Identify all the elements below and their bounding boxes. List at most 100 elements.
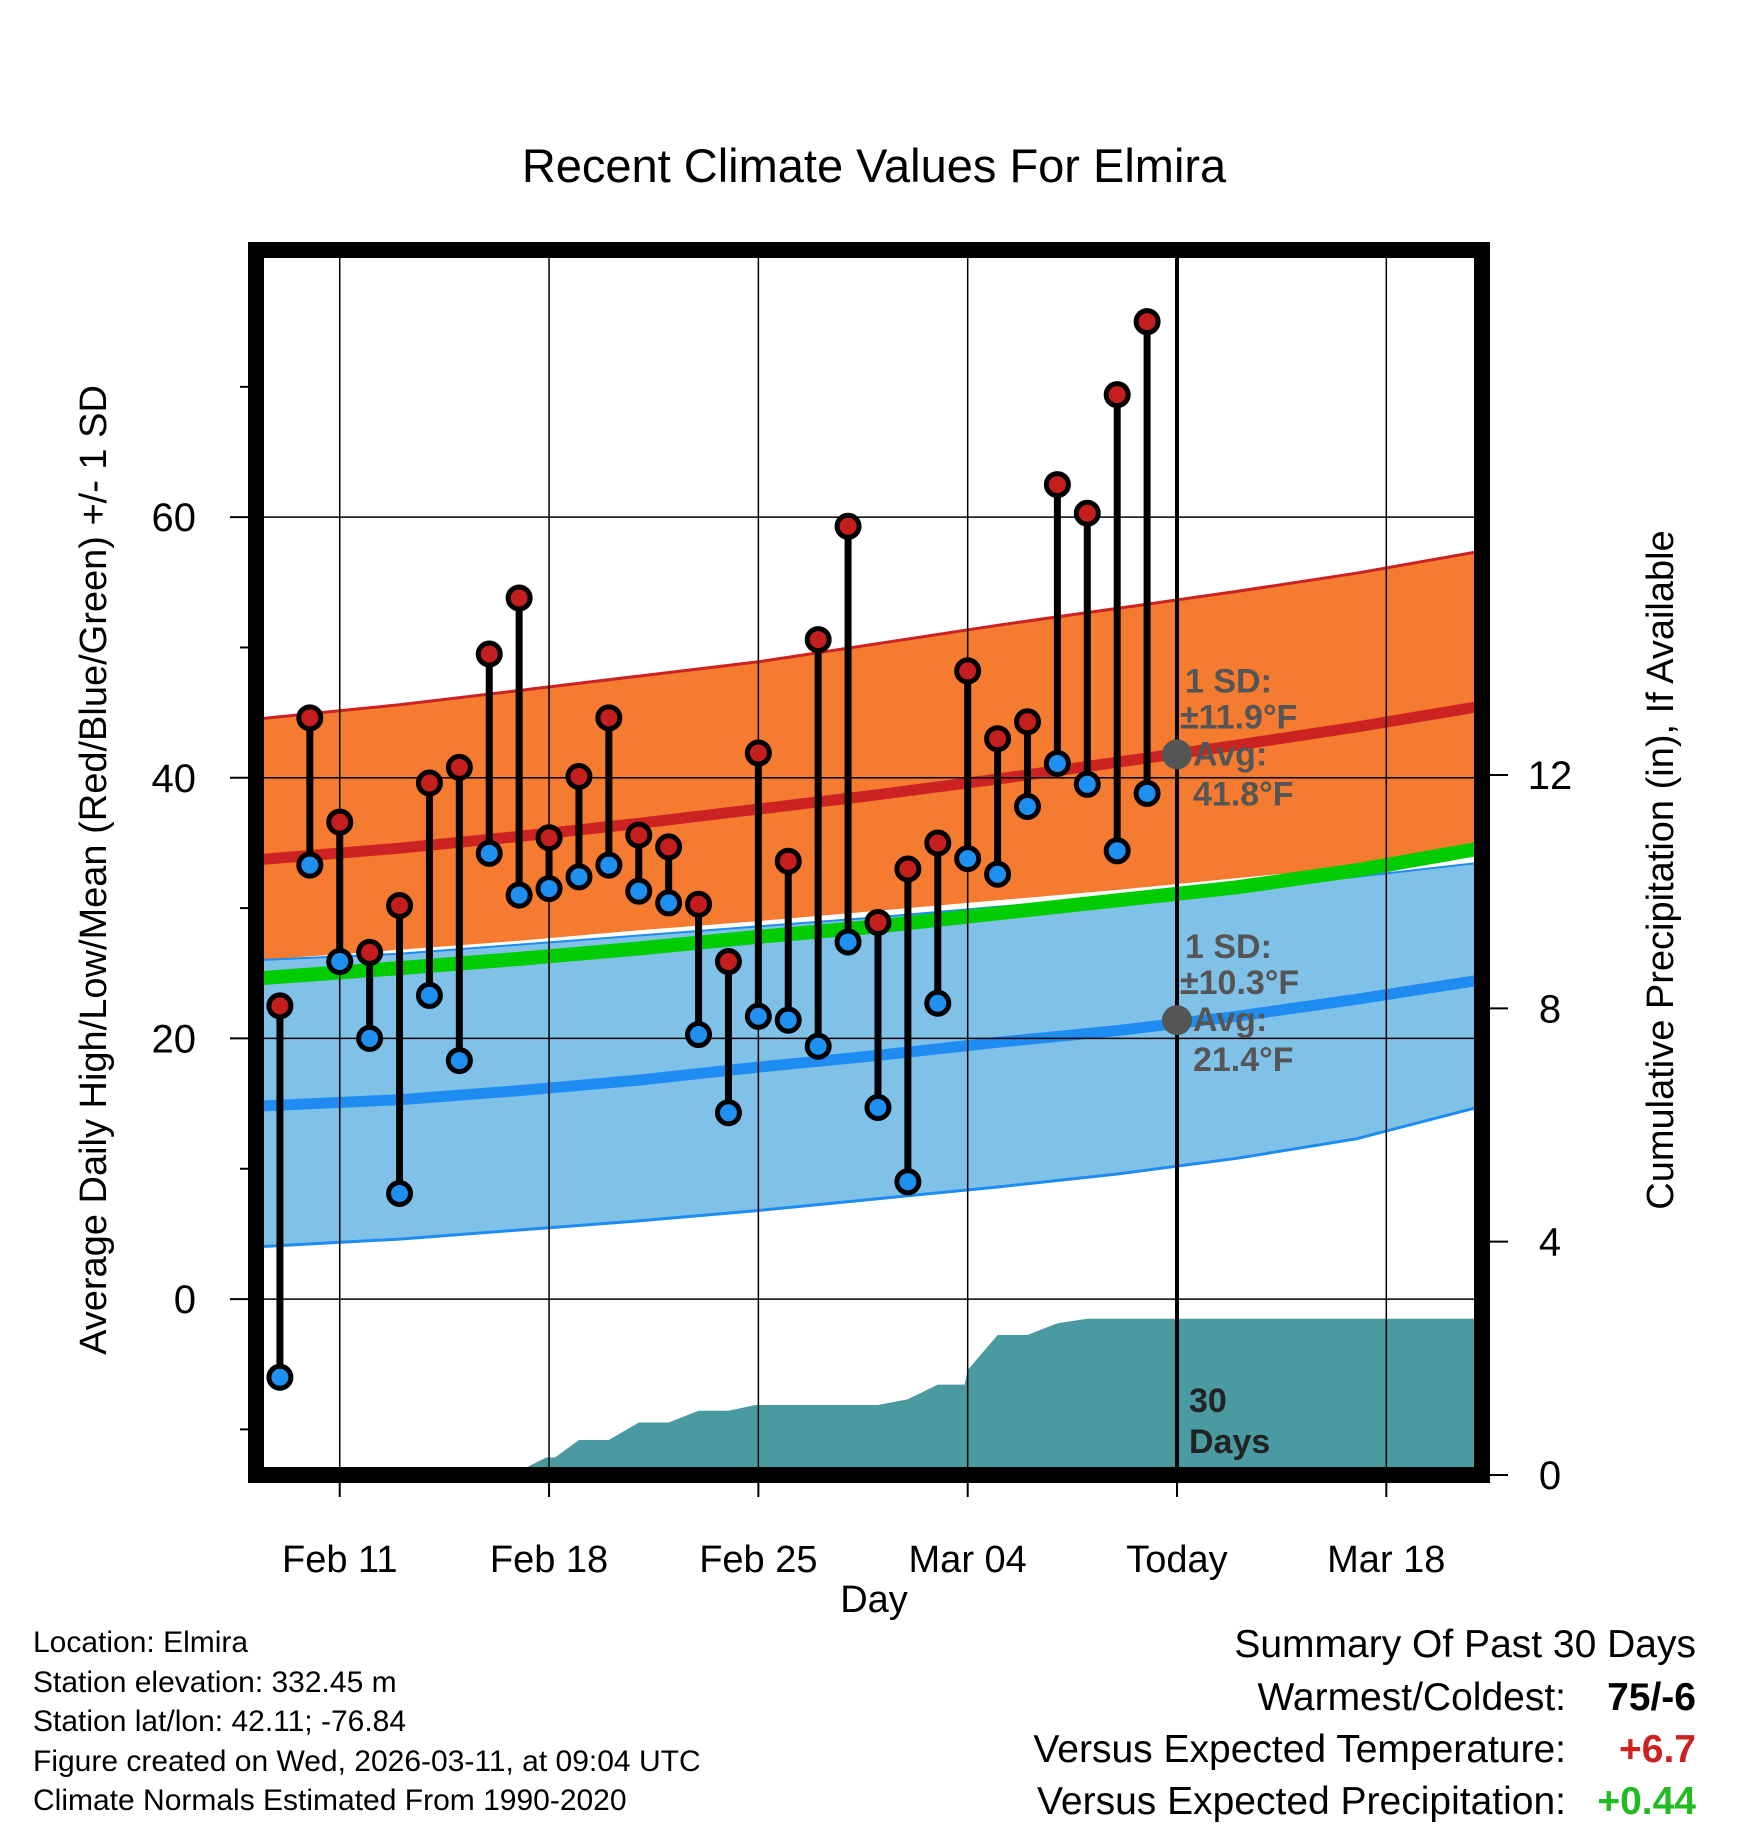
y-tick-label: 20: [152, 1017, 197, 1061]
high-dot: [954, 657, 982, 685]
created-text: Figure created on Wed, 2026-03-11, at 09…: [33, 1744, 701, 1778]
low-dot: [505, 881, 533, 909]
high-dot: [505, 584, 533, 612]
summary-row-precip: Versus Expected Precipitation: +0.44: [1033, 1776, 1696, 1828]
climate-chart: Recent Climate Values For Elmira Average…: [73, 139, 1682, 1620]
x-tick-label: Feb 18: [490, 1539, 608, 1581]
low-dot: [1103, 837, 1131, 865]
days-word-label: Days: [1189, 1423, 1270, 1461]
high-avg-value: 41.8°F: [1193, 775, 1294, 813]
high-dot: [685, 890, 713, 918]
y2-axis-label: Cumulative Precipitation (in), If Availa…: [1640, 530, 1682, 1209]
y2-tick-label: 4: [1539, 1221, 1561, 1265]
low-dot: [415, 981, 443, 1009]
high-dot: [1103, 381, 1131, 409]
station-info: Location: Elmira Station elevation: 332.…: [33, 1623, 701, 1821]
location-text: Location: Elmira: [33, 1626, 249, 1659]
high-dot: [266, 992, 294, 1020]
low-dot: [924, 989, 952, 1017]
low-dot: [1013, 792, 1041, 820]
summary-row-temp: Versus Expected Temperature: +6.7: [1033, 1724, 1696, 1776]
high-dot: [834, 512, 862, 540]
days-count-label: 30: [1189, 1382, 1227, 1420]
y2-tick-label: 12: [1528, 754, 1573, 798]
low-dot: [1043, 749, 1071, 777]
low-dot: [535, 875, 563, 903]
high-dot: [894, 855, 922, 883]
warmest-value: 75/-6: [1607, 1676, 1696, 1719]
x-tick-label: Today: [1126, 1539, 1227, 1581]
x-tick-label: Mar 04: [909, 1539, 1027, 1581]
high-dot: [475, 640, 503, 668]
chart-title: Recent Climate Values For Elmira: [522, 139, 1227, 192]
low-dot: [1133, 779, 1161, 807]
low-avg-label: Avg:: [1193, 1001, 1267, 1039]
low-dot: [714, 1099, 742, 1127]
x-axis-label: Day: [840, 1579, 908, 1620]
low-dot: [655, 889, 683, 917]
high-dot: [864, 908, 892, 936]
high-sd-value: ±11.9°F: [1180, 698, 1297, 736]
high-dot: [924, 829, 952, 857]
low-dot: [1073, 770, 1101, 798]
high-dot: [625, 821, 653, 849]
summary-heading: Summary Of Past 30 Days: [1234, 1623, 1696, 1666]
y2-tick-label: 0: [1539, 1454, 1561, 1498]
low-sd-value: ±10.3°F: [1180, 964, 1299, 1002]
high-upper-edge: [256, 549, 1482, 721]
high-normal-line: [256, 700, 1482, 866]
low-lower-edge: [256, 1104, 1482, 1249]
low-dot: [954, 845, 982, 873]
temp-anomaly-label: Versus Expected Temperature:: [1033, 1728, 1566, 1771]
high-avg-label: Avg:: [1193, 735, 1267, 773]
precip-anomaly-value: +0.44: [1597, 1780, 1696, 1823]
low-dot: [894, 1168, 922, 1196]
high-dot: [356, 938, 384, 966]
high-dot: [1043, 471, 1071, 499]
temp-anomaly-value: +6.7: [1619, 1728, 1696, 1771]
y-tick-label: 40: [152, 757, 197, 801]
low-dot: [984, 860, 1012, 888]
low-sd-label: 1 SD:: [1185, 928, 1272, 966]
low-dot: [296, 851, 324, 879]
low-dot: [625, 877, 653, 905]
low-dot: [774, 1006, 802, 1034]
low-dot: [864, 1094, 892, 1121]
high-dot: [804, 626, 832, 654]
normals-text: Climate Normals Estimated From 1990-2020: [33, 1784, 627, 1817]
low-dot: [685, 1021, 713, 1049]
x-tick-label: Feb 25: [699, 1539, 817, 1581]
high-dot: [595, 704, 623, 732]
high-dot: [326, 808, 354, 836]
high-dot: [744, 739, 772, 767]
low-dot: [595, 851, 623, 879]
summary-panel: Summary Of Past 30 Days Warmest/Coldest:…: [1033, 1618, 1696, 1828]
high-dot: [415, 769, 443, 797]
low-dot: [356, 1024, 384, 1052]
low-dot: [834, 928, 862, 956]
precip-cumulative-area: [256, 1318, 1482, 1475]
low-dot: [445, 1047, 473, 1075]
plot-frame: [248, 242, 1490, 1483]
high-dot: [386, 892, 414, 920]
high-dot: [655, 833, 683, 861]
low-dot: [266, 1363, 294, 1391]
low-dot: [744, 1002, 772, 1030]
low-avg-value: 21.4°F: [1193, 1041, 1294, 1079]
low-dot: [475, 839, 503, 867]
daily-temperature-marks: [266, 308, 1192, 1391]
y-tick-label: 0: [174, 1278, 196, 1322]
y2-tick-label: 8: [1539, 987, 1561, 1031]
high-dot: [714, 948, 742, 976]
summary-row-warmest: Warmest/Coldest: 75/-6: [1033, 1672, 1696, 1724]
low-avg-marker: [1161, 1005, 1192, 1036]
low-dot: [804, 1032, 832, 1060]
y-axis-label: Average Daily High/Low/Mean (Red/Blue/Gr…: [73, 385, 115, 1355]
high-dot: [535, 824, 563, 852]
y-tick-label: 60: [152, 496, 197, 540]
high-dot: [1133, 308, 1161, 336]
elevation-text: Station elevation: 332.45 m: [33, 1665, 397, 1699]
high-dot: [445, 753, 473, 781]
high-avg-marker: [1161, 739, 1192, 770]
low-dot: [565, 863, 593, 891]
